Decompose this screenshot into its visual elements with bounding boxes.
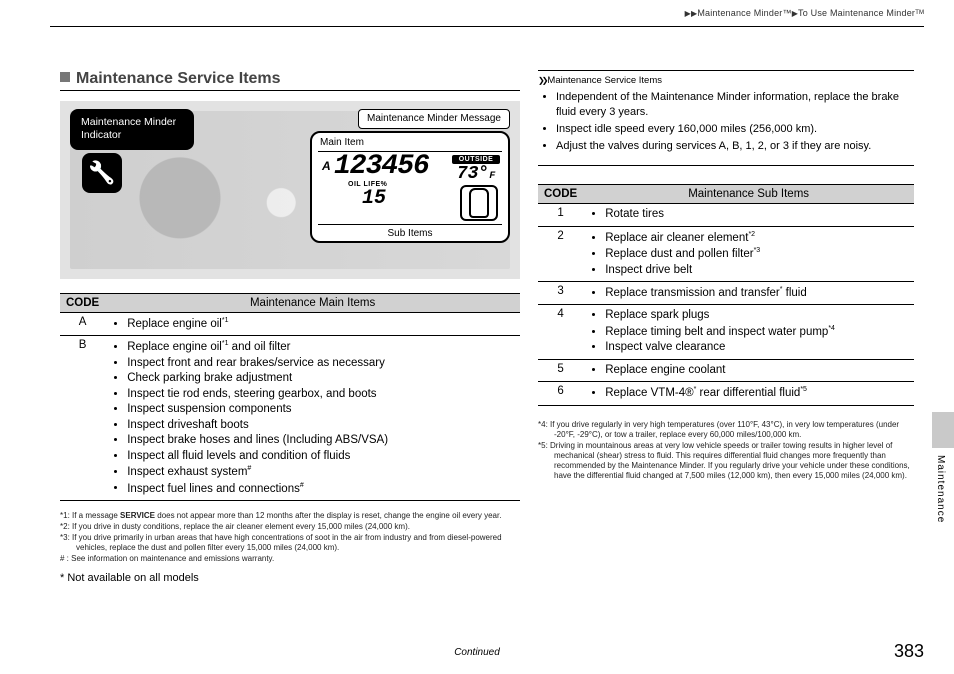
continued-label: Continued	[454, 647, 500, 658]
notebox-item: Adjust the valves during services A, B, …	[556, 139, 914, 154]
table-item: Inspect driveshaft boots	[127, 418, 514, 434]
footnote: # : See information on maintenance and e…	[60, 554, 520, 564]
footnotes-right: *4: If you drive regularly in very high …	[538, 420, 914, 481]
indicator-callout: Maintenance Minder Indicator	[70, 109, 194, 150]
table-items-cell: Rotate tires	[583, 204, 914, 227]
table-code-cell: 5	[538, 359, 583, 382]
odometer: 123456	[334, 151, 429, 182]
table-item: Inspect exhaust system#	[127, 464, 514, 480]
illustration: Maintenance Minder Indicator Maintenance…	[60, 101, 520, 279]
table-item: Replace engine oil*1 and oil filter	[127, 339, 514, 355]
notebox-title: Maintenance Service Items	[538, 75, 914, 86]
not-available-note: * Not available on all models	[60, 572, 520, 584]
footnote: *1: If a message SERVICE does not appear…	[60, 511, 520, 521]
table-item: Inspect fuel lines and connections#	[127, 481, 514, 497]
main-items-table: CODE Maintenance Main Items AReplace eng…	[60, 293, 520, 501]
message-callout: Maintenance Minder Message	[358, 109, 510, 129]
side-label: Maintenance	[935, 455, 946, 523]
table-code-cell: 1	[538, 204, 583, 227]
table-items-cell: Replace engine oil*1	[105, 313, 520, 336]
table-code-cell: 2	[538, 226, 583, 281]
table-item: Inspect brake hoses and lines (Including…	[127, 433, 514, 449]
table-items-cell: Replace engine coolant	[583, 359, 914, 382]
main-header-code: CODE	[60, 294, 105, 313]
table-item: Replace transmission and transfer* fluid	[605, 285, 908, 301]
table-item: Replace spark plugs	[605, 308, 908, 324]
table-item: Replace VTM-4®* rear differential fluid*…	[605, 385, 908, 401]
table-code-cell: 3	[538, 282, 583, 305]
minder-display: Main Item A 123456 OIL LIFE% 15 OUTSIDE …	[310, 131, 510, 243]
table-item: Inspect all fluid levels and condition o…	[127, 449, 514, 465]
footnotes-left: *1: If a message SERVICE does not appear…	[60, 511, 520, 564]
footnote: *2: If you drive in dusty conditions, re…	[60, 522, 520, 532]
side-tab	[932, 412, 954, 448]
table-item: Rotate tires	[605, 207, 908, 223]
table-item: Inspect valve clearance	[605, 340, 908, 356]
breadcrumb: ▶▶Maintenance Minder™▶To Use Maintenance…	[685, 8, 924, 18]
table-code-cell: A	[60, 313, 105, 336]
note-box: Maintenance Service Items Independent of…	[538, 70, 914, 166]
sub-items-label: Sub Items	[312, 228, 508, 239]
table-items-cell: Replace VTM-4®* rear differential fluid*…	[583, 382, 914, 405]
notebox-item: Inspect idle speed every 160,000 miles (…	[556, 122, 914, 137]
oil-life-value: 15	[362, 187, 386, 210]
main-item-label: Main Item	[320, 137, 364, 148]
table-item: Check parking brake adjustment	[127, 371, 514, 387]
table-item: Replace dust and pollen filter*3	[605, 246, 908, 262]
code-letter: A	[322, 159, 331, 173]
table-code-cell: 4	[538, 305, 583, 359]
sub-items-table: CODE Maintenance Sub Items 1 Rotate tires…	[538, 184, 914, 405]
notebox-item: Independent of the Maintenance Minder in…	[556, 90, 914, 120]
table-items-cell: Replace air cleaner element*2Replace dus…	[583, 226, 914, 281]
table-item: Replace air cleaner element*2	[605, 230, 908, 246]
car-icon	[460, 185, 498, 221]
sub-header-desc: Maintenance Sub Items	[583, 185, 914, 204]
table-code-cell: 6	[538, 382, 583, 405]
table-item: Replace engine coolant	[605, 363, 908, 379]
footnote: *4: If you drive regularly in very high …	[538, 420, 914, 440]
table-items-cell: Replace engine oil*1 and oil filterInspe…	[105, 336, 520, 501]
table-item: Inspect front and rear brakes/service as…	[127, 356, 514, 372]
sub-header-code: CODE	[538, 185, 583, 204]
page-number: 383	[894, 641, 924, 662]
table-item: Replace timing belt and inspect water pu…	[605, 324, 908, 340]
section-title: Maintenance Service Items	[60, 70, 520, 91]
outside-temp: OUTSIDE 73°F	[452, 155, 500, 184]
table-item: Inspect drive belt	[605, 263, 908, 279]
table-item: Inspect suspension components	[127, 402, 514, 418]
footnote: *3: If you drive primarily in urban area…	[60, 533, 520, 553]
table-items-cell: Replace transmission and transfer* fluid	[583, 282, 914, 305]
table-item: Replace engine oil*1	[127, 316, 514, 332]
top-rule	[50, 26, 924, 27]
wrench-icon	[82, 153, 122, 193]
table-item: Inspect tie rod ends, steering gearbox, …	[127, 387, 514, 403]
table-code-cell: B	[60, 336, 105, 501]
main-header-desc: Maintenance Main Items	[105, 294, 520, 313]
table-items-cell: Replace spark plugsReplace timing belt a…	[583, 305, 914, 359]
footnote: *5: Driving in mountainous areas at very…	[538, 441, 914, 481]
